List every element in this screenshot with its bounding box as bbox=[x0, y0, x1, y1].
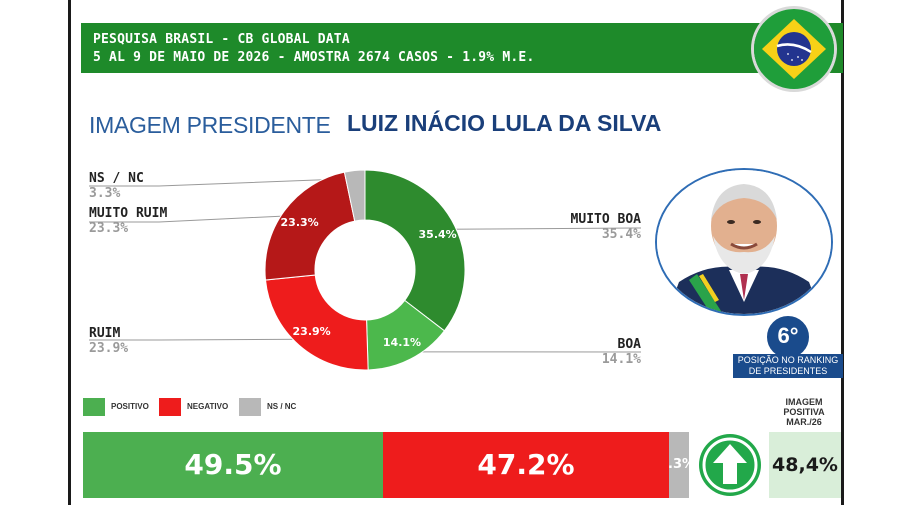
label-muito-boa: MUITO BOA 35.4% bbox=[541, 212, 641, 242]
donut-slice-label-muito-ruim: 23.3% bbox=[281, 216, 319, 229]
label-muito-ruim: MUITO RUIM 23.3% bbox=[89, 206, 167, 236]
brazil-flag-icon bbox=[751, 6, 837, 92]
leader-line-ns-nc bbox=[89, 177, 356, 187]
imagem-positiva-title-line1: IMAGEM bbox=[785, 397, 823, 407]
leader-line-ruim bbox=[89, 338, 305, 341]
bar-value-negativo: 47.2% bbox=[477, 448, 575, 481]
donut-slice-labels: 35.4% 14.1% 23.9% 23.3% bbox=[281, 216, 457, 349]
bar-value-positivo: 49.5% bbox=[184, 448, 282, 481]
label-muito-boa-name: MUITO BOA bbox=[570, 212, 641, 227]
legend-swatch-negativo bbox=[159, 398, 181, 416]
legend-text-nsnc: NS / NC bbox=[267, 402, 297, 411]
label-ruim-name: RUIM bbox=[89, 326, 121, 341]
leader-line-muito-boa bbox=[447, 227, 642, 230]
arrow-up-icon bbox=[697, 432, 763, 498]
leader-line-muito-ruim bbox=[89, 215, 291, 223]
ranking-caption: POSIÇÃO NO RANKING DE PRESIDENTES bbox=[733, 354, 843, 378]
header-survey-details: 5 AL 9 DE MAIO DE 2026 - AMOSTRA 2674 CA… bbox=[93, 50, 535, 65]
donut-slice-label-muito-boa: 35.4% bbox=[419, 228, 457, 241]
legend-text-negativo: NEGATIVO bbox=[187, 402, 229, 411]
label-ruim: RUIM 23.9% bbox=[89, 326, 128, 356]
bar-segment-positivo: 49.5% bbox=[83, 432, 383, 498]
donut-slice-ruim bbox=[264, 274, 369, 371]
infographic-frame: PESQUISA BRASIL - CB GLOBAL DATA 5 AL 9 … bbox=[68, 0, 844, 505]
label-ns-nc: NS / NC 3.3% bbox=[89, 171, 144, 201]
ranking-position-badge: 6° bbox=[765, 314, 811, 360]
label-ns-nc-value: 3.3% bbox=[89, 186, 121, 201]
donut-slice-ns-nc bbox=[343, 169, 366, 222]
label-ruim-value: 23.9% bbox=[89, 341, 129, 356]
chart-title-name: LUIZ INÁCIO LULA DA SILVA bbox=[347, 110, 662, 136]
imagem-positiva-title: IMAGEM POSITIVA MAR./26 bbox=[769, 397, 839, 427]
bar-value-ns: 3.3% bbox=[669, 457, 689, 472]
label-boa-value: 14.1% bbox=[601, 352, 641, 367]
header-survey-title: PESQUISA BRASIL - CB GLOBAL DATA bbox=[93, 32, 350, 47]
legend-swatch-positivo bbox=[83, 398, 105, 416]
label-ns-nc-name: NS / NC bbox=[89, 171, 144, 186]
donut-slice-label-boa: 14.1% bbox=[383, 336, 421, 349]
header-bar: PESQUISA BRASIL - CB GLOBAL DATA 5 AL 9 … bbox=[81, 23, 843, 73]
donut-slice-muito-boa bbox=[364, 169, 466, 332]
imagem-positiva-title-line2: POSITIVA bbox=[783, 407, 825, 417]
imagem-positiva-value: 48,4% bbox=[769, 432, 841, 498]
legend-swatch-nsnc bbox=[239, 398, 261, 416]
imagem-positiva-title-line3: MAR./26 bbox=[786, 417, 822, 427]
label-boa-name: BOA bbox=[617, 337, 641, 352]
label-muito-boa-value: 35.4% bbox=[601, 227, 641, 242]
bar-segment-negativo: 47.2% bbox=[382, 432, 669, 498]
ranking-caption-line1: POSIÇÃO NO RANKING bbox=[737, 355, 839, 365]
label-muito-ruim-name: MUITO RUIM bbox=[89, 206, 168, 221]
donut-chart: 35.4% 14.1% 23.9% 23.3% bbox=[89, 169, 642, 371]
ranking-caption-line2: DE PRESIDENTES bbox=[748, 366, 828, 376]
donut-slices bbox=[264, 169, 466, 371]
donut-leader-lines bbox=[89, 177, 642, 353]
donut-slice-muito-ruim bbox=[264, 171, 356, 281]
label-boa: BOA 14.1% bbox=[541, 337, 641, 367]
bar-segment-ns: 3.3% bbox=[669, 432, 689, 498]
chart-title-prefix: IMAGEM PRESIDENTE bbox=[89, 112, 331, 138]
legend-text-positivo: POSITIVO bbox=[111, 402, 149, 411]
president-portrait bbox=[655, 168, 833, 316]
label-muito-ruim-value: 23.3% bbox=[89, 221, 129, 236]
donut-slice-label-ruim: 23.9% bbox=[293, 325, 331, 338]
